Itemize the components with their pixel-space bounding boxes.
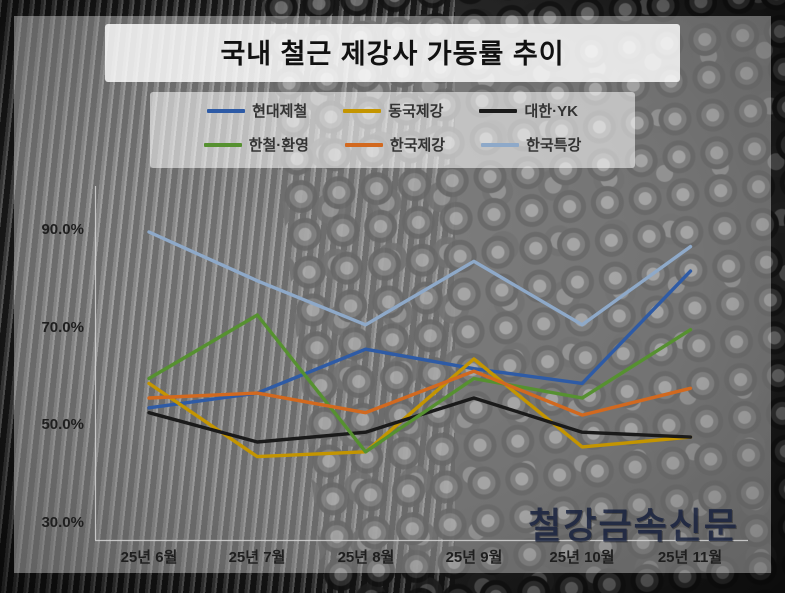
legend-label: 한철·환영 (248, 137, 309, 154)
legend-row-2: 한철·환영 한국제강 한국특강 (203, 134, 581, 155)
x-axis-label: 25년 6월 (120, 549, 178, 566)
x-axis-label: 25년 9월 (445, 549, 503, 566)
y-axis-label: 50.0% (41, 416, 84, 433)
legend-line-marker (344, 142, 383, 147)
legend-line-marker (207, 108, 246, 113)
legend-item-hankook-jegang: 한국제강 (344, 134, 446, 155)
chart-legend: 현대제철 동국제강 대한·YK 한철·환영 한국제강 한국특강 (0, 100, 785, 155)
legend-row-1: 현대제철 동국제강 대한·YK (207, 100, 578, 121)
legend-item-hankook-teukgang: 한국특강 (481, 134, 581, 155)
legend-label: 한국제강 (389, 137, 446, 154)
legend-line-marker (343, 108, 382, 113)
x-axis-label: 25년 7월 (228, 549, 286, 566)
y-axis-label: 30.0% (41, 514, 84, 531)
chart-title: 국내 철근 제강사 가동률 추이 (220, 39, 565, 69)
legend-label: 한국특강 (526, 137, 582, 154)
legend-line-marker (203, 142, 242, 147)
legend-item-hanchul-hwanyoung: 한철·환영 (203, 134, 309, 155)
legend-item-hyundai-steel: 현대제철 (207, 100, 307, 121)
y-axis-label: 70.0% (41, 319, 84, 336)
legend-label: 현대제철 (252, 103, 308, 120)
legend-item-dongkuk-steel: 동국제강 (343, 100, 443, 121)
legend-label: 동국제강 (388, 103, 444, 120)
title-background-band (105, 24, 680, 82)
legend-label: 대한·YK (524, 103, 578, 120)
press-watermark: 철강금속신문 (528, 505, 739, 546)
legend-line-marker (479, 108, 518, 113)
y-axis-label: 90.0% (41, 221, 84, 238)
legend-item-daehan-yk: 대한·YK (479, 100, 578, 121)
legend-line-marker (481, 142, 520, 147)
x-axis-label: 25년 11월 (657, 549, 723, 566)
legend-background-band (150, 92, 635, 168)
x-axis-label: 25년 10월 (549, 549, 615, 566)
x-axis-label: 25년 8월 (337, 549, 395, 566)
